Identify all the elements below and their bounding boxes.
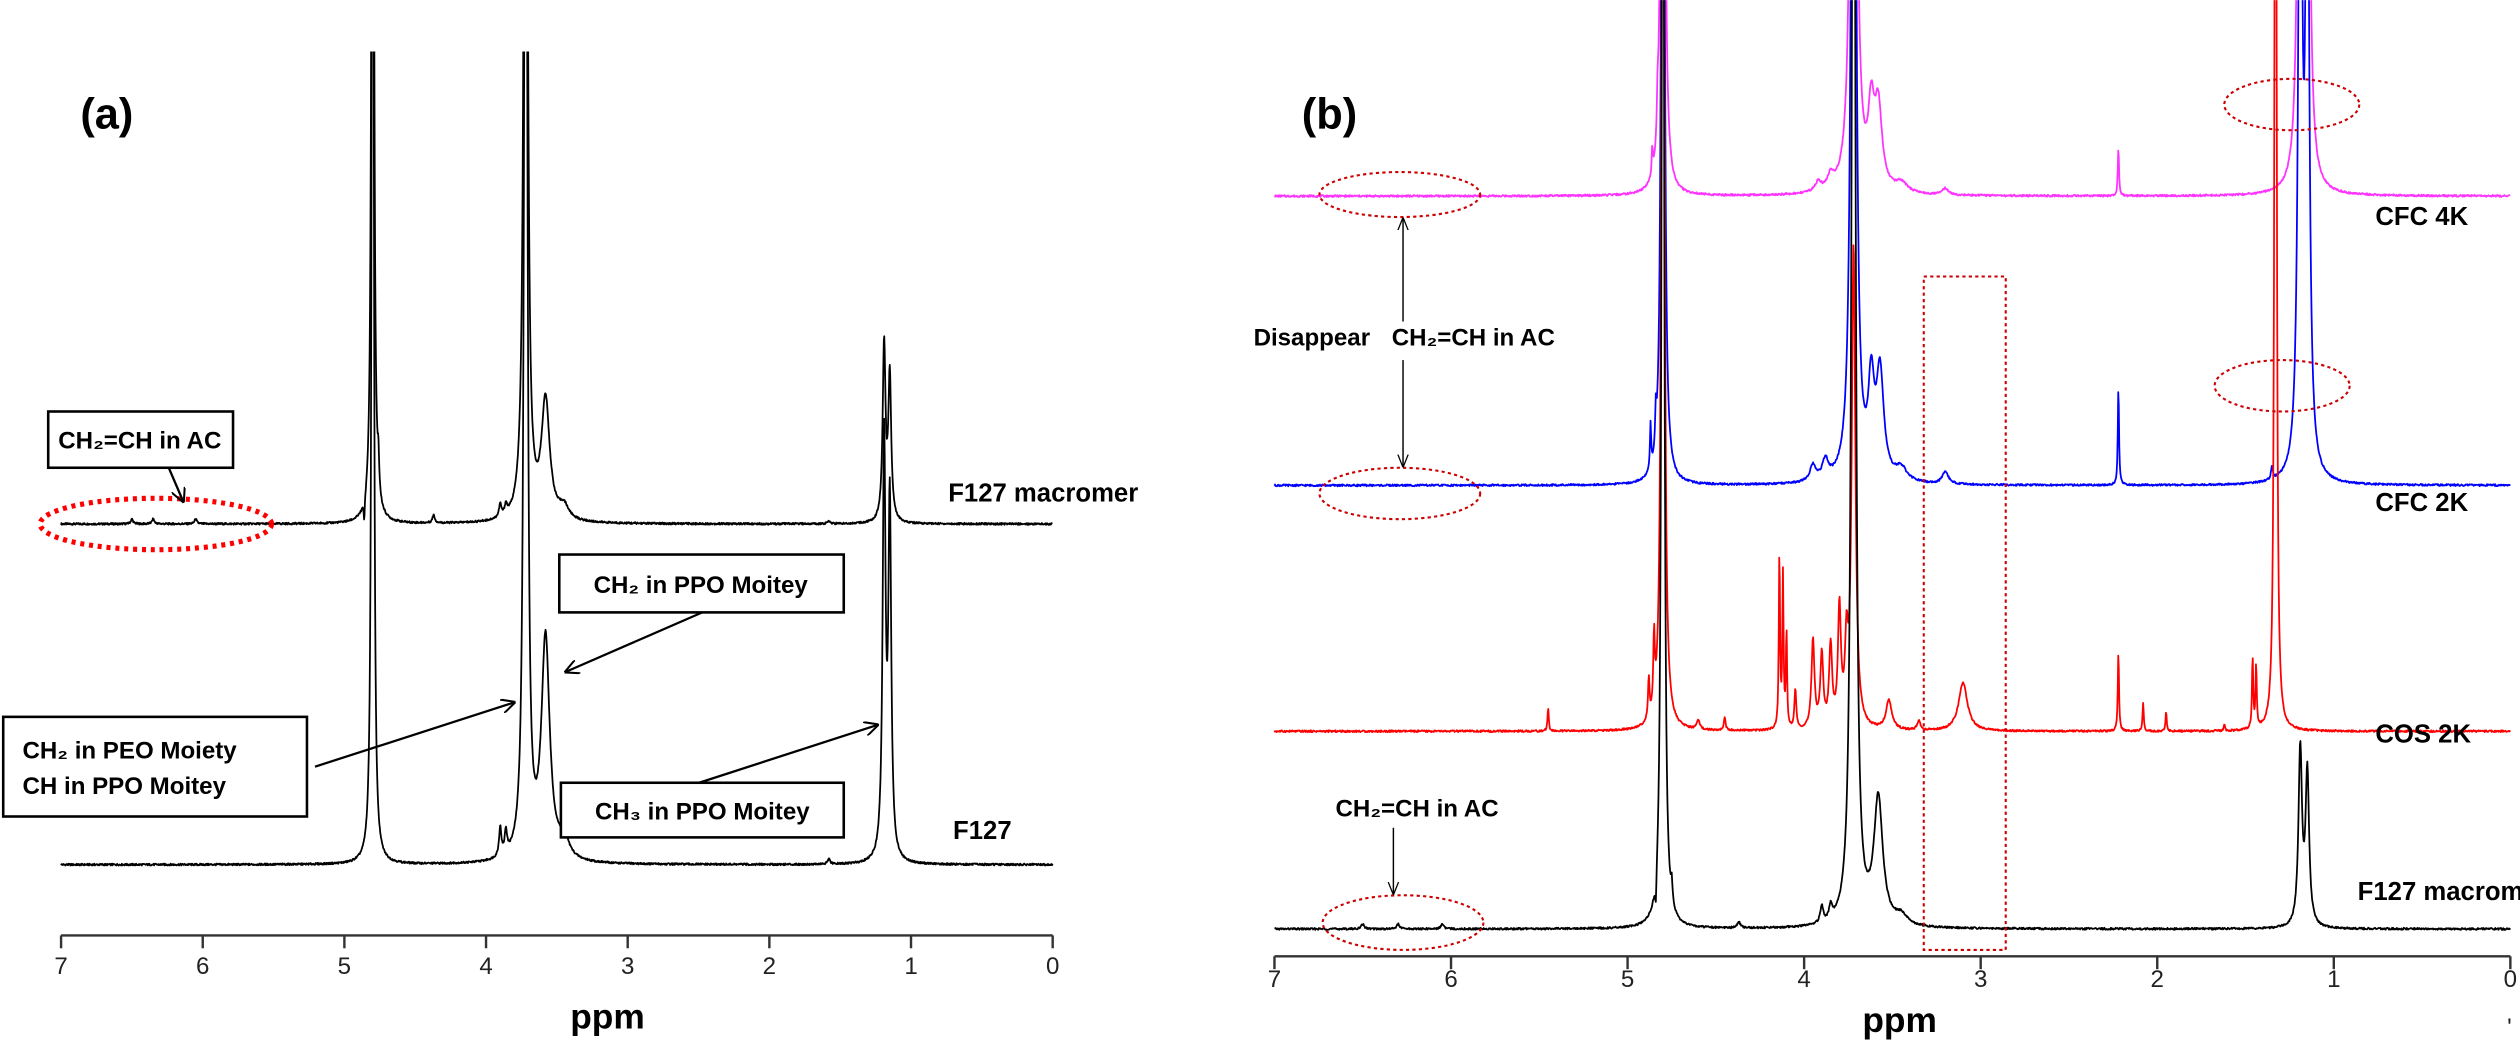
x-tick-label-5: 5 bbox=[1621, 966, 1634, 993]
x-tick-label-3: 3 bbox=[1974, 966, 1987, 993]
annotation-peo-box: CH₂ in PEO Moiety CH in PPO Moitey bbox=[1, 715, 309, 818]
annotation-ch2-ppo-box: CH₂ in PPO Moitey bbox=[558, 553, 846, 614]
series-label-f127-macromer: F127 macromer bbox=[948, 480, 1138, 508]
spectrum-f127 bbox=[60, 51, 1054, 867]
spectrum-cfc-2k bbox=[1273, 0, 2511, 488]
x-tick-label-4: 4 bbox=[1797, 966, 1810, 993]
panel-b-spectra bbox=[1273, 0, 2511, 931]
x-tick-label-2: 2 bbox=[763, 953, 776, 980]
annotation-disappear-prefix: Disappear bbox=[1254, 325, 1371, 352]
annotation-acrylate-b-text: CH₂=CH in AC bbox=[1336, 796, 1499, 823]
panel-a: (a) 7 6 5 4 3 2 1 0 ppm F127 macromer F127 CH₂=… bbox=[1, 51, 1138, 1037]
arrow-peo bbox=[314, 702, 514, 768]
x-tick-label-0: 0 bbox=[1046, 953, 1059, 980]
highlight-ellipse-cfc4k-acrylate bbox=[1318, 170, 1482, 219]
annotation-peo-line1: CH₂ in PEO Moiety bbox=[23, 738, 238, 765]
panel-a-x-axis-title: ppm bbox=[570, 998, 645, 1037]
annotation-ch3-ppo-text: CH₃ in PPO Moitey bbox=[595, 799, 810, 826]
x-tick-label-3: 3 bbox=[621, 953, 634, 980]
annotation-acrylate-text: CH₂=CH in AC bbox=[58, 427, 221, 454]
panel-a-x-axis: 7 6 5 4 3 2 1 0 bbox=[54, 934, 1059, 980]
x-tick-label-0: 0 bbox=[2504, 966, 2517, 993]
x-tick-label-4: 4 bbox=[479, 953, 492, 980]
arrow-acrylate bbox=[167, 467, 183, 502]
spectrum-f127-macromer bbox=[1274, 0, 2511, 931]
arrow-ch3-ppo bbox=[698, 725, 877, 784]
series-label-cfc-4k: CFC 4K bbox=[2375, 203, 2468, 231]
arrow-ch2-ppo bbox=[566, 611, 703, 671]
annotation-ch2-ppo-text: CH₂ in PPO Moitey bbox=[594, 572, 809, 599]
panel-b-x-axis-title: ppm bbox=[1862, 1001, 1937, 1040]
series-label-cos-2k: COS 2K bbox=[2375, 721, 2471, 749]
highlight-ellipse-cfc4k-methyl bbox=[2223, 77, 2361, 132]
series-label-f127-macromer-b: F127 macromer bbox=[2358, 878, 2520, 906]
x-tick-label-5: 5 bbox=[338, 953, 351, 980]
highlight-ellipse-cfc2k-methyl bbox=[2213, 359, 2351, 413]
panel-a-label: (a) bbox=[80, 91, 133, 139]
annotation-ch3-ppo-box: CH₃ in PPO Moitey bbox=[559, 781, 846, 839]
series-label-cfc-2k: CFC 2K bbox=[2375, 489, 2468, 517]
annotation-peo-line2: CH in PPO Moitey bbox=[23, 773, 227, 800]
panel-a-spectra bbox=[60, 51, 1054, 867]
highlight-ellipse-cfc2k-acrylate bbox=[1318, 466, 1482, 521]
x-tick-label-6: 6 bbox=[196, 953, 209, 980]
panel-b-label: (b) bbox=[1302, 91, 1357, 139]
spectrum-cos-2k bbox=[1273, 0, 2511, 734]
highlight-ellipse-acrylate bbox=[37, 495, 275, 553]
footer-mark: ' bbox=[2507, 1014, 2512, 1041]
x-tick-label-2: 2 bbox=[2151, 966, 2164, 993]
x-tick-label-7: 7 bbox=[54, 953, 67, 980]
panel-b-x-axis: 7 6 5 4 3 2 1 0 bbox=[1268, 955, 2517, 993]
x-tick-label-1: 1 bbox=[904, 953, 917, 980]
x-tick-label-7: 7 bbox=[1268, 966, 1281, 993]
spectrum-f127-macromer bbox=[60, 51, 1053, 526]
spectrum-cfc-4k bbox=[1274, 0, 2511, 198]
series-label-f127: F127 bbox=[953, 817, 1012, 845]
annotation-disappear-text: CH₂=CH in AC bbox=[1392, 325, 1555, 352]
highlight-ellipse-f127-acrylate bbox=[1321, 894, 1485, 951]
annotation-acrylate-box: CH₂=CH in AC bbox=[46, 410, 235, 470]
highlight-region-3ppm bbox=[1922, 275, 2007, 951]
x-tick-label-1: 1 bbox=[2327, 966, 2340, 993]
x-tick-label-6: 6 bbox=[1444, 966, 1457, 993]
